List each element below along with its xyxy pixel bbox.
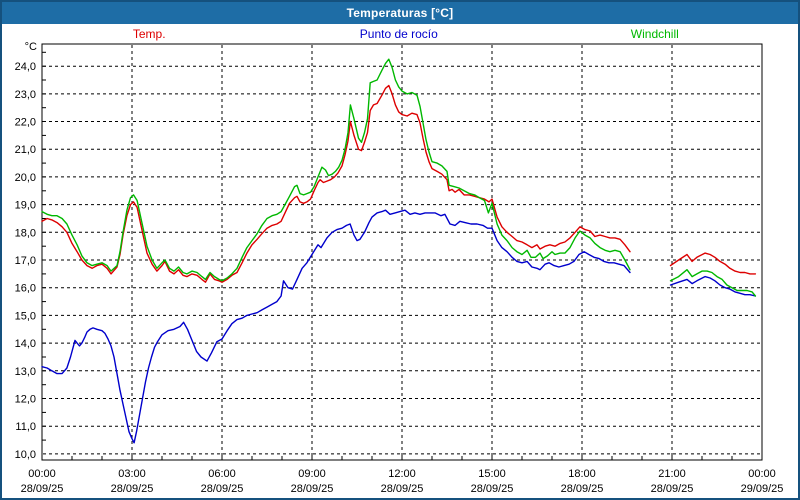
svg-text:00:00: 00:00 xyxy=(748,468,776,480)
svg-text:10,0: 10,0 xyxy=(15,449,36,461)
svg-text:28/09/25: 28/09/25 xyxy=(561,483,604,495)
svg-text:20,0: 20,0 xyxy=(15,172,36,184)
svg-text:11,0: 11,0 xyxy=(15,421,36,433)
svg-text:21,0: 21,0 xyxy=(15,144,36,156)
svg-text:15,0: 15,0 xyxy=(15,310,36,322)
svg-text:28/09/25: 28/09/25 xyxy=(21,483,64,495)
svg-text:12,0: 12,0 xyxy=(15,394,36,406)
svg-text:29/09/25: 29/09/25 xyxy=(741,483,784,495)
svg-text:23,0: 23,0 xyxy=(15,89,36,101)
svg-text:18,0: 18,0 xyxy=(15,227,36,239)
svg-text:28/09/25: 28/09/25 xyxy=(651,483,694,495)
y-axis-labels: °C 24,0 23,0 22,0 21,0 20,0 19,0 18,0 17,0 16,0 15… xyxy=(15,41,37,461)
axis-ticks xyxy=(41,51,763,460)
series-temp xyxy=(41,84,757,283)
svg-text:09:00: 09:00 xyxy=(298,468,326,480)
x-axis-labels: 00:00 28/09/25 03:00 28/09/25 06:00 28/09/25 0… xyxy=(21,468,784,495)
svg-text:22,0: 22,0 xyxy=(15,117,36,129)
legend-item-temp: Temp. xyxy=(132,27,166,41)
page-title: Temperaturas [°C] xyxy=(346,6,454,20)
svg-text:06:00: 06:00 xyxy=(208,468,236,480)
legend-item-windchill: Windchill xyxy=(630,27,679,41)
svg-text:28/09/25: 28/09/25 xyxy=(471,483,514,495)
y-axis-unit: °C xyxy=(25,41,37,53)
window-title-bar: Temperaturas [°C] xyxy=(2,2,798,24)
series-windchill xyxy=(41,58,757,297)
svg-text:28/09/25: 28/09/25 xyxy=(201,483,244,495)
svg-text:03:00: 03:00 xyxy=(118,468,146,480)
svg-text:28/09/25: 28/09/25 xyxy=(291,483,334,495)
svg-text:28/09/25: 28/09/25 xyxy=(381,483,424,495)
svg-text:24,0: 24,0 xyxy=(15,61,36,73)
svg-text:15:00: 15:00 xyxy=(478,468,506,480)
svg-text:18:00: 18:00 xyxy=(568,468,596,480)
series-punto-de-roc-o xyxy=(41,209,757,444)
svg-text:13,0: 13,0 xyxy=(15,366,36,378)
svg-text:14,0: 14,0 xyxy=(15,338,36,350)
svg-text:00:00: 00:00 xyxy=(28,468,56,480)
svg-text:28/09/25: 28/09/25 xyxy=(111,483,154,495)
svg-text:19,0: 19,0 xyxy=(15,200,36,212)
svg-text:21:00: 21:00 xyxy=(658,468,686,480)
svg-text:17,0: 17,0 xyxy=(15,255,36,267)
legend-item-dew-point: Punto de rocío xyxy=(359,27,438,41)
plot-frame xyxy=(41,43,763,461)
svg-text:16,0: 16,0 xyxy=(15,283,36,295)
gridlines xyxy=(43,45,761,459)
svg-text:12:00: 12:00 xyxy=(388,468,416,480)
